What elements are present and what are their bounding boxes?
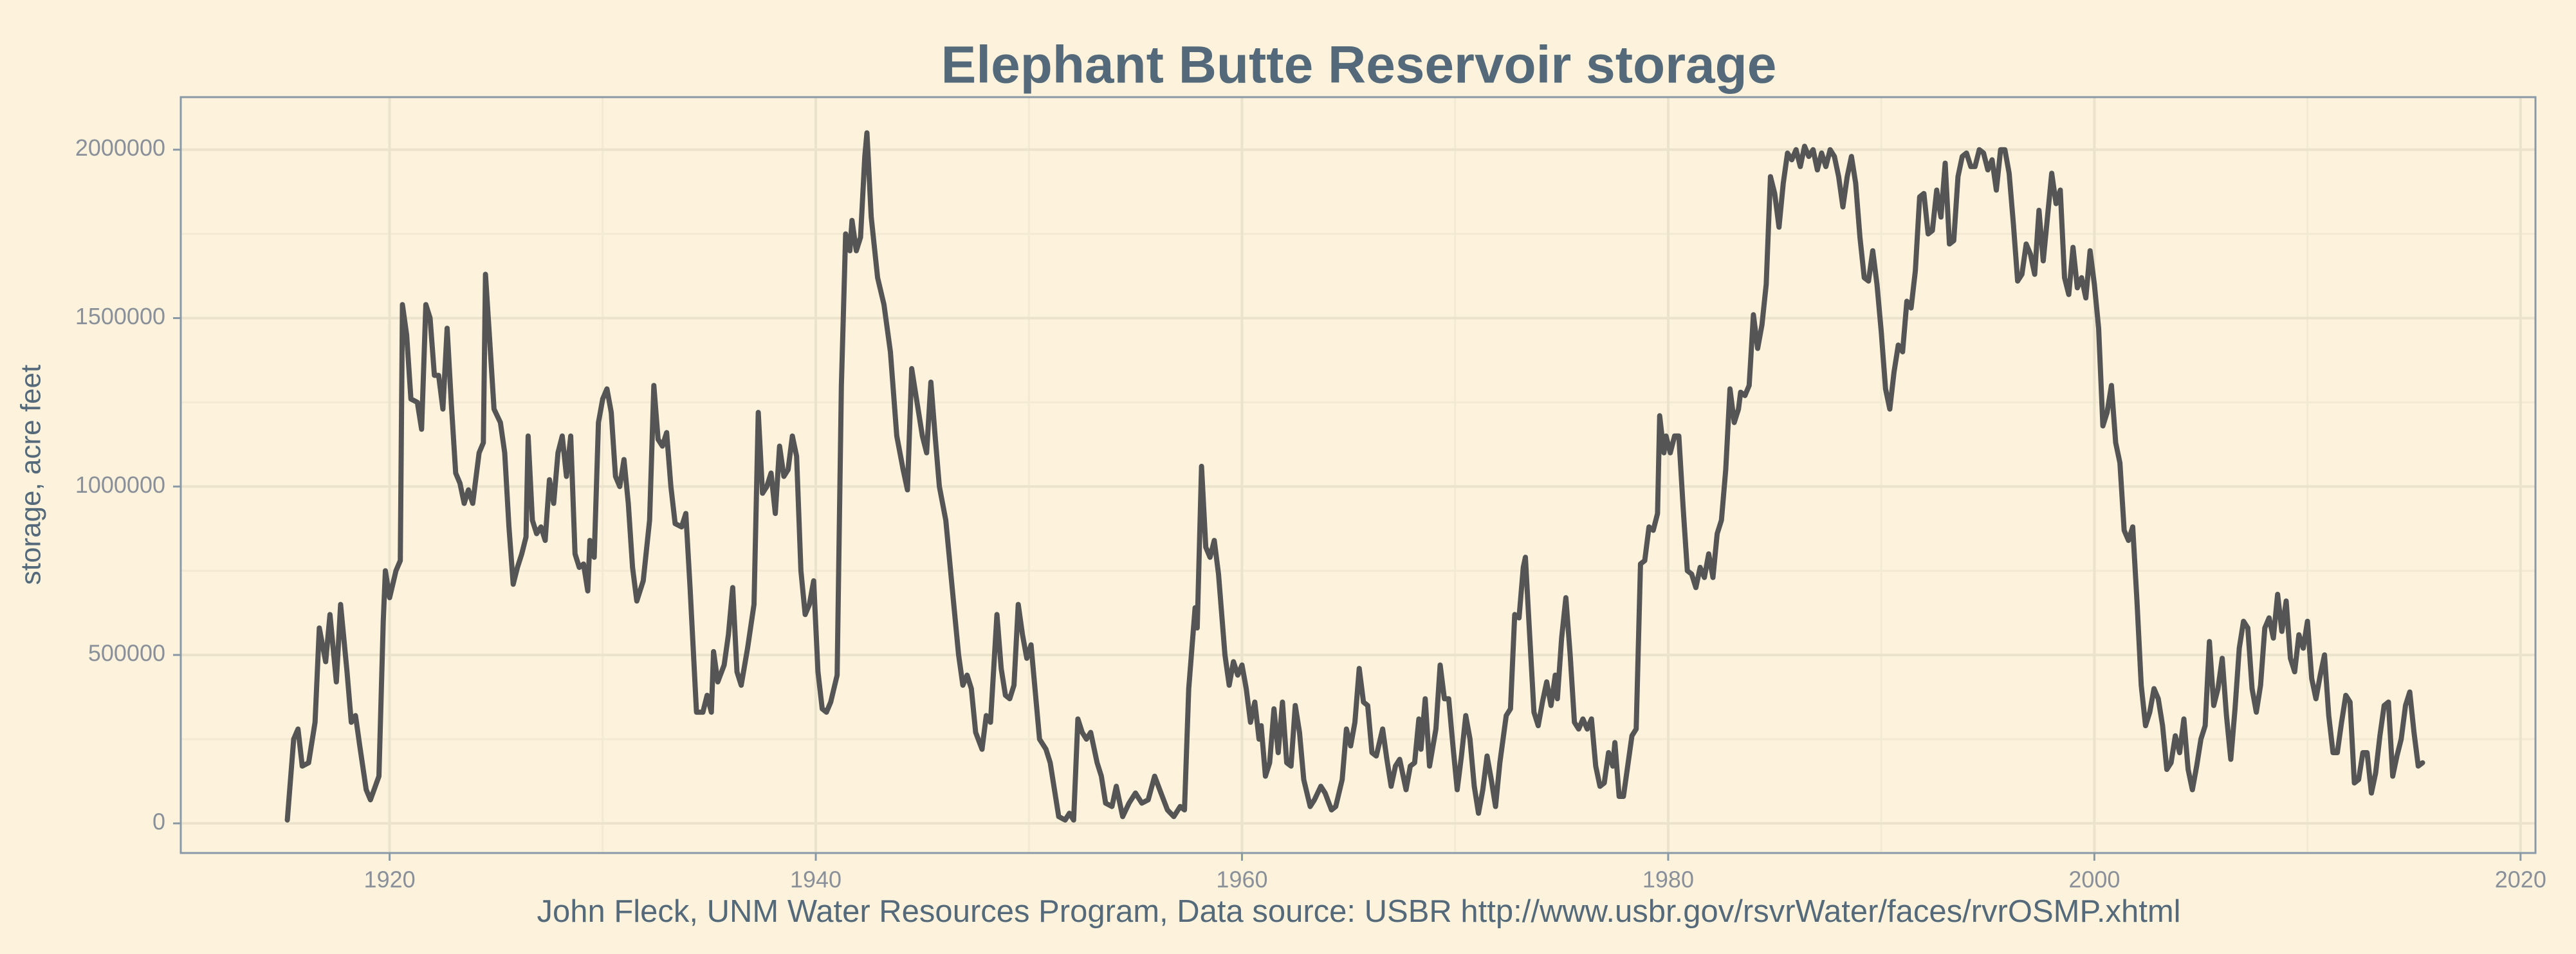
x-tick-label: 1920 [364, 867, 416, 893]
y-tick-label: 1000000 [75, 472, 165, 498]
x-tick-label: 2000 [2068, 867, 2120, 893]
y-tick-label: 2000000 [75, 134, 165, 161]
panel-border [179, 96, 2537, 854]
plot [284, 130, 2425, 823]
data-line [284, 130, 2425, 823]
x-tick-label: 1980 [1642, 867, 1694, 893]
chart-title: Elephant Butte Reservoir storage [941, 36, 1777, 95]
caption: John Fleck, UNM Water Resources Program,… [537, 894, 2180, 929]
grid: 1920 1940 1960 1980 2000 2020 0 500000 1000000 15… [75, 97, 2546, 893]
y-axis-label: storage, acre feet [15, 365, 47, 585]
x-tick-label: 2020 [2495, 867, 2546, 893]
x-tick-label: 1940 [790, 867, 842, 893]
x-tick-label: 1960 [1216, 867, 1267, 893]
y-tick-label: 1500000 [75, 303, 165, 329]
y-tick-label: 0 [152, 808, 165, 834]
y-tick-label: 500000 [88, 640, 165, 666]
